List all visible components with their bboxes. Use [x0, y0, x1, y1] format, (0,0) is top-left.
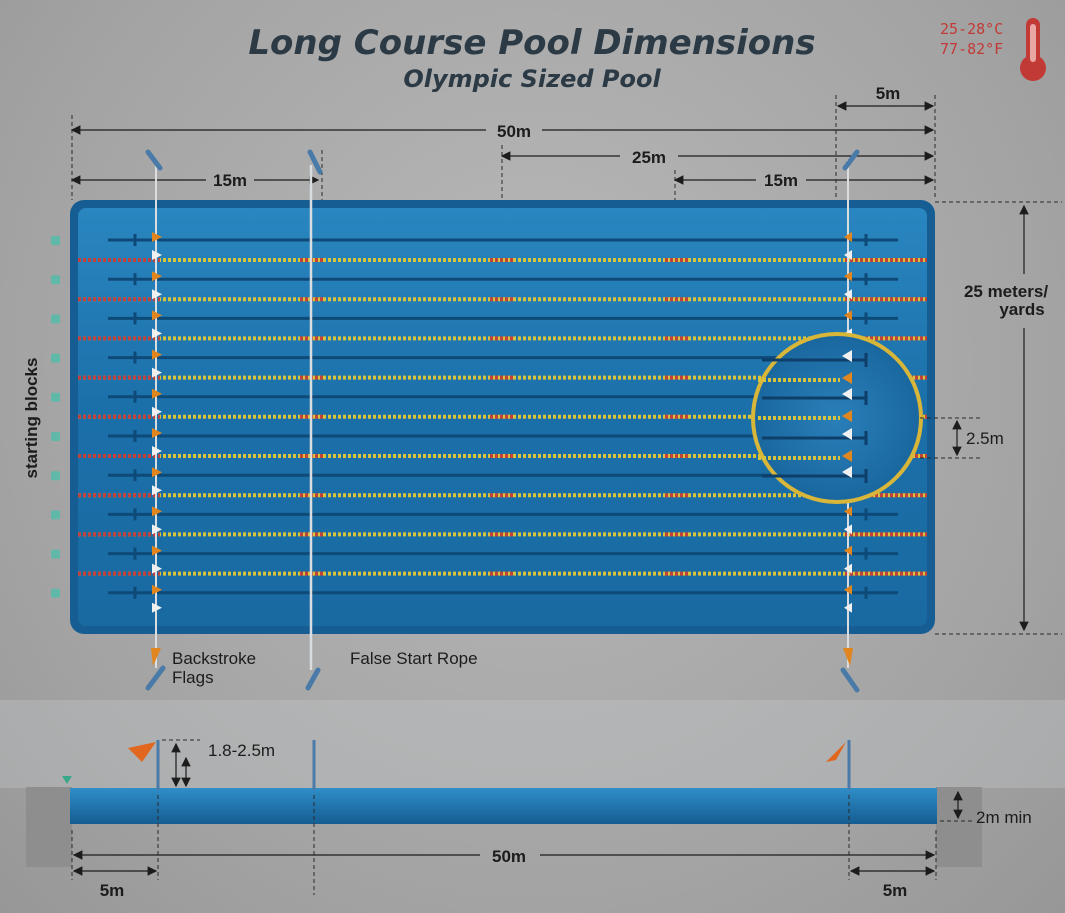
dimension-15m-right: 15m	[673, 171, 935, 190]
dimension-15m-left: 15m	[70, 171, 320, 190]
svg-text:25m: 25m	[632, 148, 666, 167]
flag-icon-right	[826, 742, 846, 762]
dimension-5m-left: 5m	[72, 866, 158, 900]
page-title: Long Course Pool Dimensions	[248, 23, 815, 63]
temp-fahrenheit: 77-82°F	[940, 40, 1003, 58]
zoom-lane-markers	[758, 350, 868, 483]
dimension-width: 25 meters/ yards	[935, 201, 1062, 635]
width-label-1: 25 meters/	[964, 282, 1048, 301]
starting-block	[51, 588, 60, 598]
flag-icon-left	[128, 742, 156, 762]
dimension-5m-right: 5m	[849, 866, 936, 900]
dimension-50m-top: 50m	[70, 122, 935, 141]
svg-text:15m: 15m	[764, 171, 798, 190]
lane-lines	[108, 234, 898, 599]
svg-text:50m: 50m	[497, 122, 531, 141]
svg-text:2.5m: 2.5m	[966, 429, 1004, 448]
starting-block	[51, 471, 60, 481]
depth-label: 2m min	[976, 808, 1032, 827]
svg-text:5m: 5m	[100, 881, 125, 900]
starting-block	[51, 510, 60, 520]
starting-block	[51, 549, 60, 559]
starting-block	[51, 275, 60, 285]
starting-block	[51, 432, 60, 441]
thermometer-icon	[1020, 18, 1046, 81]
starting-block	[51, 314, 60, 324]
width-label-2: yards	[999, 300, 1044, 319]
pool-side-view: 1.8-2.5m 2m min 50m 5m 5m	[0, 700, 1065, 900]
backstroke-label-2: Flags	[172, 668, 214, 687]
dimension-50m-side: 50m	[72, 847, 936, 866]
dimension-lane-width: 2.5m	[920, 417, 1004, 459]
side-water	[70, 788, 937, 824]
starting-block	[51, 353, 60, 363]
temp-celsius: 25-28°C	[940, 20, 1003, 38]
dimension-5m-top: 5m	[836, 84, 935, 111]
starting-block	[51, 236, 60, 245]
starting-blocks	[51, 236, 60, 598]
svg-text:5m: 5m	[883, 881, 908, 900]
false-start-label: False Start Rope	[350, 649, 478, 668]
pool-top-view	[70, 149, 935, 693]
backstroke-label-1: Backstroke	[172, 649, 256, 668]
svg-text:15m: 15m	[213, 171, 247, 190]
starting-blocks-label: starting blocks	[22, 358, 41, 479]
dimension-25m: 25m	[500, 148, 935, 167]
starting-block	[51, 392, 60, 402]
svg-text:5m: 5m	[876, 84, 901, 103]
svg-text:50m: 50m	[492, 847, 526, 866]
page-subtitle: Olympic Sized Pool	[403, 65, 661, 93]
flag-height-label: 1.8-2.5m	[208, 741, 275, 760]
